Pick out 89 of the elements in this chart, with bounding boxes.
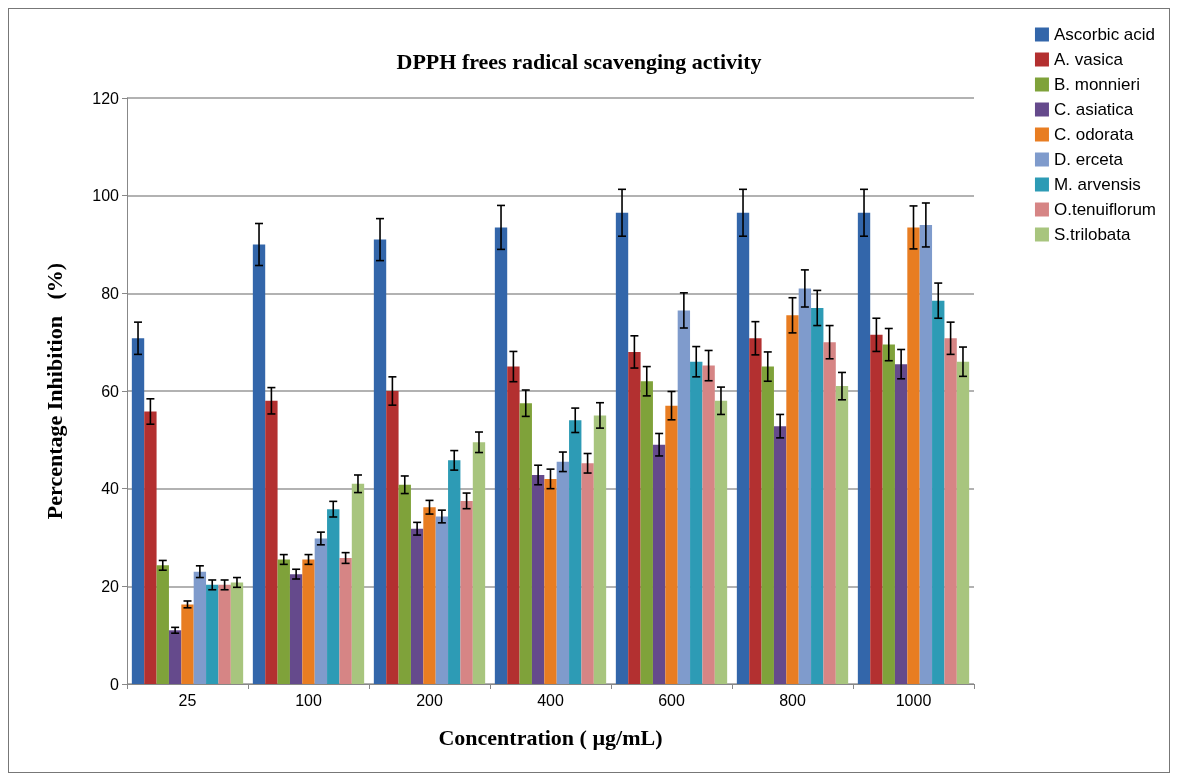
bar bbox=[289, 574, 303, 684]
bar bbox=[786, 315, 799, 684]
bar bbox=[230, 582, 244, 684]
bar bbox=[569, 420, 582, 684]
bar bbox=[544, 478, 557, 684]
bar bbox=[615, 212, 629, 684]
y-tick-label: 120 bbox=[92, 89, 120, 107]
bar bbox=[156, 565, 169, 684]
bar bbox=[773, 426, 787, 684]
bar bbox=[302, 559, 315, 684]
bar bbox=[460, 500, 473, 684]
bar bbox=[956, 361, 970, 684]
bar bbox=[410, 528, 424, 684]
bar bbox=[907, 227, 920, 684]
bar bbox=[919, 224, 933, 684]
legend-label: A. vasica bbox=[1053, 50, 1124, 69]
y-tick-label: 60 bbox=[101, 382, 120, 400]
bar bbox=[398, 484, 411, 684]
bar bbox=[193, 571, 207, 684]
x-tick-label: 1000 bbox=[895, 691, 932, 709]
bar bbox=[435, 516, 449, 684]
x-tick-label: 200 bbox=[416, 691, 443, 709]
bar bbox=[736, 212, 750, 684]
legend-label: M. arvensis bbox=[1053, 175, 1141, 194]
bar bbox=[652, 444, 666, 684]
bar bbox=[932, 300, 945, 684]
bar bbox=[373, 239, 387, 684]
bar bbox=[882, 344, 895, 684]
legend-label: C. odorata bbox=[1053, 125, 1134, 144]
bar bbox=[519, 403, 532, 684]
bar bbox=[181, 604, 194, 684]
bar bbox=[339, 558, 352, 684]
bar bbox=[423, 507, 436, 684]
bar bbox=[556, 461, 570, 684]
bar bbox=[593, 415, 607, 684]
bar bbox=[714, 400, 728, 684]
bar bbox=[448, 460, 461, 684]
bar bbox=[314, 538, 328, 684]
y-tick-label: 80 bbox=[101, 284, 120, 302]
bar bbox=[640, 381, 653, 684]
bar bbox=[507, 366, 520, 684]
bar bbox=[472, 442, 486, 684]
bar bbox=[327, 509, 340, 684]
x-axis-title: Concentration ( µg/mL) bbox=[438, 724, 663, 750]
legend-label: D. erceta bbox=[1053, 150, 1124, 169]
bar bbox=[351, 483, 365, 684]
bar bbox=[386, 391, 399, 684]
bar bbox=[265, 400, 278, 684]
y-tick-label: 0 bbox=[110, 675, 120, 693]
bar bbox=[894, 364, 908, 684]
legend-label: Ascorbic acid bbox=[1053, 25, 1156, 44]
bar bbox=[761, 366, 774, 684]
x-tick-label: 600 bbox=[658, 691, 685, 709]
x-tick-label: 25 bbox=[178, 691, 197, 709]
bar bbox=[628, 351, 641, 684]
x-tick-label: 100 bbox=[295, 691, 322, 709]
x-tick-label: 400 bbox=[537, 691, 564, 709]
legend-label: O.tenuiflorum bbox=[1053, 200, 1157, 219]
bar bbox=[581, 463, 594, 684]
y-tick-label: 100 bbox=[92, 187, 120, 205]
x-tick-label: 800 bbox=[779, 691, 806, 709]
chart-title: DPPH frees radical scavenging activity bbox=[396, 48, 762, 74]
bar bbox=[206, 584, 219, 684]
bar bbox=[857, 212, 871, 684]
bar bbox=[144, 411, 157, 684]
bar bbox=[494, 227, 508, 684]
legend-label: C. asiatica bbox=[1053, 100, 1134, 119]
y-tick-label: 40 bbox=[101, 480, 120, 498]
bar bbox=[835, 386, 849, 684]
y-tick-label: 20 bbox=[101, 577, 120, 595]
bar bbox=[702, 365, 715, 684]
bar bbox=[277, 559, 290, 684]
bar bbox=[218, 584, 231, 684]
bar bbox=[944, 338, 957, 684]
bar bbox=[131, 338, 145, 684]
y-axis-title: Percentage Inhibition (%) bbox=[41, 262, 67, 520]
legend-label: S.trilobata bbox=[1053, 225, 1132, 244]
bar bbox=[665, 405, 678, 684]
bar bbox=[798, 288, 812, 684]
bar bbox=[677, 310, 691, 684]
bar bbox=[749, 338, 762, 684]
bar bbox=[168, 630, 182, 684]
bar bbox=[690, 361, 703, 684]
bar bbox=[823, 342, 836, 684]
bar bbox=[252, 244, 266, 684]
bar bbox=[870, 334, 883, 684]
bar bbox=[811, 307, 824, 684]
bar bbox=[531, 474, 545, 684]
legend-label: B. monnieri bbox=[1053, 75, 1140, 94]
